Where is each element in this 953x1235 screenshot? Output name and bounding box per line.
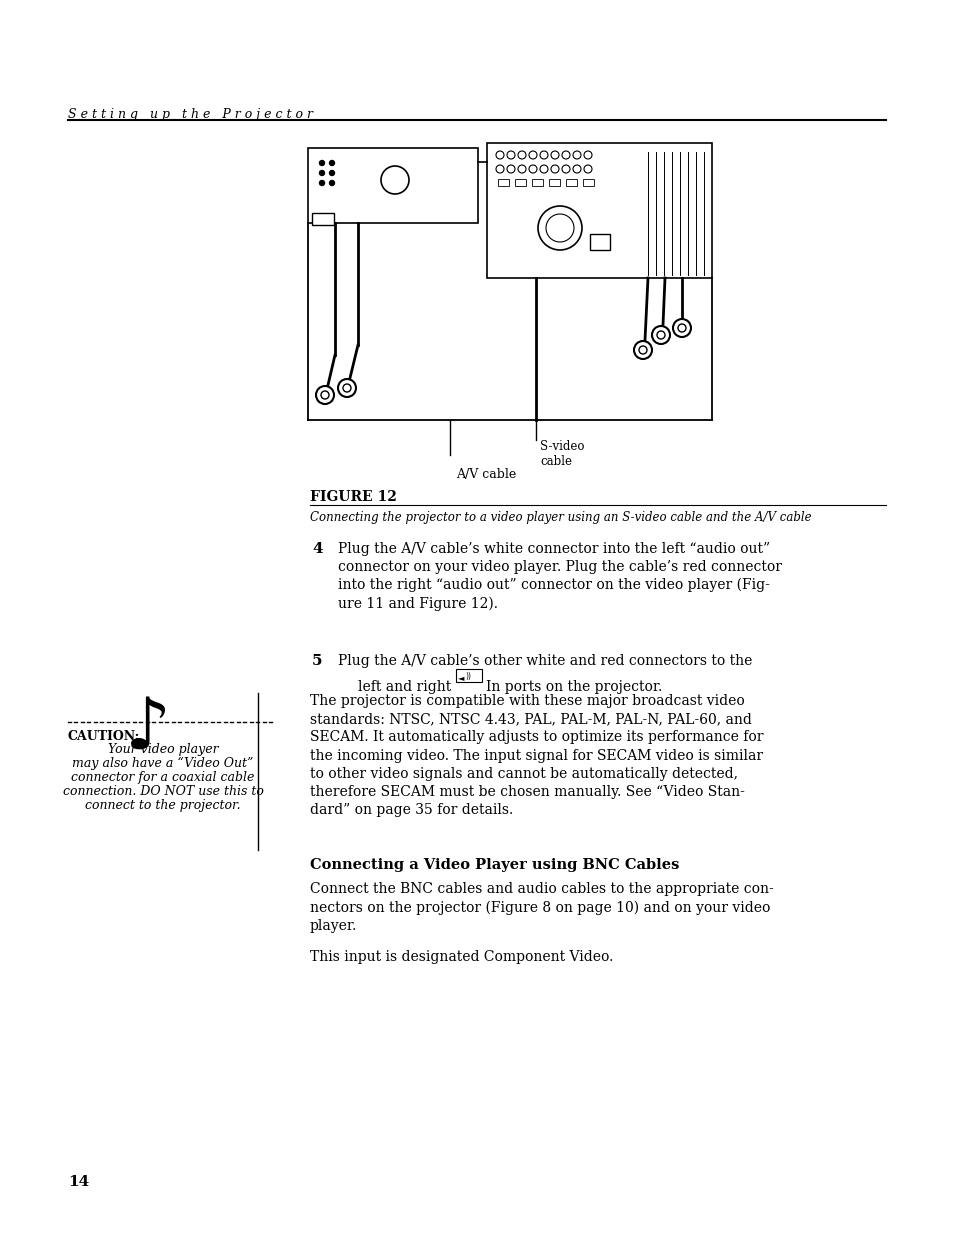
Bar (548, 179, 559, 186)
Bar (456, 669, 481, 682)
Circle shape (319, 161, 324, 165)
Circle shape (320, 391, 329, 399)
Circle shape (639, 346, 646, 354)
Circle shape (583, 165, 592, 173)
Circle shape (380, 165, 409, 194)
Circle shape (506, 165, 515, 173)
Circle shape (517, 151, 525, 159)
Circle shape (319, 180, 324, 185)
Text: S e t t i n g   u p   t h e   P r o j e c t o r: S e t t i n g u p t h e P r o j e c t o … (68, 107, 313, 121)
Text: ♪: ♪ (125, 695, 171, 764)
Text: 4: 4 (312, 542, 322, 556)
Circle shape (545, 214, 574, 242)
Bar (532, 179, 542, 186)
Bar (312, 212, 334, 225)
Text: S-video
cable: S-video cable (539, 440, 584, 468)
Circle shape (337, 379, 355, 396)
Text: Connect the BNC cables and audio cables to the appropriate con-
nectors on the p: Connect the BNC cables and audio cables … (310, 882, 773, 932)
Circle shape (561, 151, 569, 159)
Circle shape (539, 165, 547, 173)
Text: 5: 5 (312, 655, 322, 668)
Text: This input is designated Component Video.: This input is designated Component Video… (310, 950, 613, 965)
Text: left and right: left and right (357, 680, 451, 694)
Text: Plug the A/V cable’s white connector into the left “audio out”
connector on your: Plug the A/V cable’s white connector int… (337, 542, 781, 610)
Text: may also have a “Video Out”: may also have a “Video Out” (72, 757, 253, 771)
Text: 14: 14 (68, 1174, 90, 1189)
Text: Your video player: Your video player (108, 743, 218, 756)
Circle shape (315, 387, 334, 404)
Circle shape (517, 165, 525, 173)
Circle shape (539, 151, 547, 159)
Circle shape (529, 151, 537, 159)
Text: The projector is compatible with these major broadcast video
standards: NTSC, NT: The projector is compatible with these m… (310, 694, 762, 818)
Circle shape (329, 170, 335, 175)
Circle shape (561, 165, 569, 173)
Text: connector for a coaxial cable: connector for a coaxial cable (71, 771, 254, 784)
Circle shape (651, 326, 669, 345)
Text: connection. DO NOT use this to: connection. DO NOT use this to (63, 785, 263, 798)
Circle shape (343, 384, 351, 391)
Circle shape (537, 206, 581, 249)
Bar (582, 179, 594, 186)
Circle shape (496, 165, 503, 173)
Circle shape (573, 165, 580, 173)
Bar (308, 148, 477, 224)
Circle shape (634, 341, 651, 359)
Circle shape (329, 161, 335, 165)
Text: Plug the A/V cable’s other white and red connectors to the: Plug the A/V cable’s other white and red… (337, 655, 752, 668)
Bar (565, 179, 577, 186)
Text: Connecting the projector to a video player using an S-video cable and the A/V ca: Connecting the projector to a video play… (310, 511, 811, 524)
Text: FIGURE 12: FIGURE 12 (310, 490, 396, 504)
Circle shape (551, 165, 558, 173)
Text: In ports on the projector.: In ports on the projector. (485, 680, 661, 694)
Text: CAUTION:: CAUTION: (68, 730, 140, 743)
Circle shape (506, 151, 515, 159)
Circle shape (319, 170, 324, 175)
Text: connect to the projector.: connect to the projector. (85, 799, 240, 811)
Circle shape (657, 331, 664, 338)
Circle shape (583, 151, 592, 159)
Circle shape (529, 165, 537, 173)
Bar (515, 179, 525, 186)
Text: Connecting a Video Player using BNC Cables: Connecting a Video Player using BNC Cabl… (310, 858, 679, 872)
Bar (497, 179, 509, 186)
Text: ◄: ◄ (457, 673, 464, 682)
Circle shape (551, 151, 558, 159)
Bar (486, 143, 711, 278)
Circle shape (678, 324, 685, 332)
Circle shape (496, 151, 503, 159)
Circle shape (672, 319, 690, 337)
Text: )): )) (464, 672, 471, 680)
Bar (589, 233, 609, 249)
Text: A/V cable: A/V cable (456, 468, 516, 480)
Circle shape (329, 180, 335, 185)
Circle shape (573, 151, 580, 159)
